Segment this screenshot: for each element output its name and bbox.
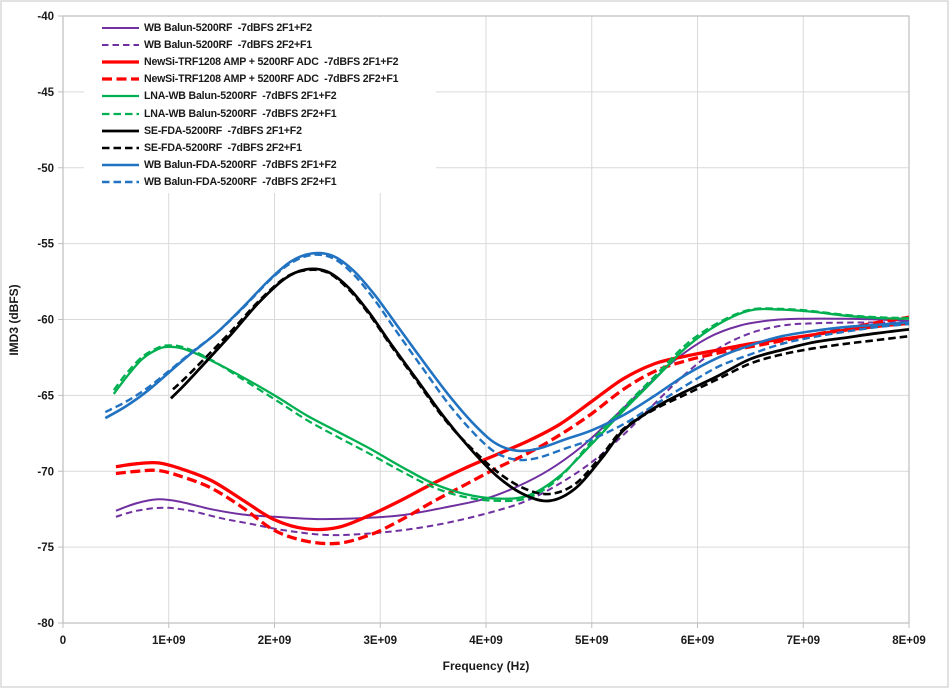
- x-tick-label: 2E+09: [258, 635, 292, 647]
- y-tick-label: -40: [37, 11, 54, 23]
- legend-label: WB Balun-FDA-5200RF -7dBFS 2F1+F2: [144, 159, 337, 172]
- x-tick-label: 4E+09: [469, 635, 503, 647]
- legend-line-swatch: [102, 60, 139, 64]
- legend-line-swatch: [102, 26, 139, 29]
- y-axis-title: IMD3 (dBFS): [7, 284, 21, 356]
- legend-label: NewSi-TRF1208 AMP + 5200RF ADC -7dBFS 2F…: [144, 55, 399, 68]
- legend-label: WB Balun-FDA-5200RF -7dBFS 2F2+F1: [144, 176, 337, 189]
- y-tick-label: -65: [37, 390, 54, 402]
- y-tick-label: -45: [37, 87, 54, 99]
- y-tick-label: -50: [37, 163, 54, 175]
- series-line-2: [115, 321, 910, 532]
- legend-line-swatch: [102, 129, 139, 133]
- x-tick-label: 7E+09: [786, 635, 820, 647]
- x-tick-label: 1E+09: [152, 635, 186, 647]
- legend-label: WB Balun-5200RF -7dBFS 2F2+F1: [144, 38, 312, 51]
- legend-label: SE-FDA-5200RF -7dBFS 2F2+F1: [144, 141, 302, 154]
- legend-line-swatch: [102, 181, 139, 184]
- legend-line-swatch: [102, 163, 139, 167]
- legend-line-swatch: [102, 112, 139, 115]
- legend-item: NewSi-TRF1208 AMP + 5200RF ADC -7dBFS 2F…: [102, 71, 436, 88]
- series-line-7: [172, 268, 910, 496]
- legend-label: SE-FDA-5200RF -7dBFS 2F1+F2: [144, 124, 302, 137]
- y-tick-label: -75: [37, 542, 54, 554]
- legend-item: WB Balun-5200RF -7dBFS 2F2+F1: [102, 36, 436, 53]
- legend-label: NewSi-TRF1208 AMP + 5200RF ADC -7dBFS 2F…: [144, 73, 399, 86]
- series-line-5: [112, 307, 910, 503]
- y-tick-label: -60: [37, 315, 54, 327]
- legend-item: SE-FDA-5200RF -7dBFS 2F1+F2: [102, 122, 436, 139]
- series-line-6: [169, 267, 910, 503]
- x-axis-title: Frequency (Hz): [442, 659, 530, 673]
- y-tick-label: -80: [37, 618, 54, 630]
- legend-line-swatch: [102, 77, 139, 81]
- legend-label: LNA-WB Balun-5200RF -7dBFS 2F2+F1: [144, 107, 337, 120]
- series-line-3: [115, 315, 910, 546]
- x-tick-label: 8E+09: [892, 635, 926, 647]
- legend-label: WB Balun-5200RF -7dBFS 2F1+F2: [144, 21, 312, 34]
- x-tick-label: 6E+09: [681, 635, 715, 647]
- legend-line-swatch: [102, 146, 139, 150]
- legend-item: SE-FDA-5200RF -7dBFS 2F2+F1: [102, 139, 436, 156]
- legend-item: WB Balun-FDA-5200RF -7dBFS 2F1+F2: [102, 157, 436, 174]
- y-tick-label: -55: [37, 239, 54, 251]
- legend-line-swatch: [102, 43, 139, 46]
- legend-item: NewSi-TRF1208 AMP + 5200RF ADC -7dBFS 2F…: [102, 53, 436, 70]
- x-tick-label: 3E+09: [363, 635, 397, 647]
- series-line-1: [115, 321, 910, 537]
- legend-line-swatch: [102, 95, 139, 98]
- legend-label: LNA-WB Balun-5200RF -7dBFS 2F1+F2: [144, 90, 337, 103]
- y-tick-label: -70: [37, 466, 54, 478]
- legend-item: LNA-WB Balun-5200RF -7dBFS 2F2+F1: [102, 105, 436, 122]
- legend-item: WB Balun-5200RF -7dBFS 2F1+F2: [102, 19, 436, 36]
- x-tick-label: 5E+09: [575, 635, 609, 647]
- legend-item: LNA-WB Balun-5200RF -7dBFS 2F1+F2: [102, 88, 436, 105]
- legend-item: WB Balun-FDA-5200RF -7dBFS 2F2+F1: [102, 174, 436, 191]
- x-tick-label: 0: [60, 635, 66, 647]
- series-line-0: [115, 317, 910, 521]
- series-line-9: [104, 253, 910, 462]
- legend: WB Balun-5200RF -7dBFS 2F1+F2 WB Balun-52…: [84, 17, 436, 193]
